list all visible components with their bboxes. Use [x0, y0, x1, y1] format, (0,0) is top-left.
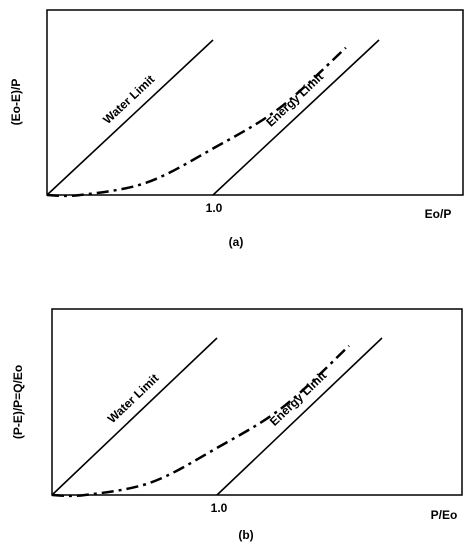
panel-a: (Eo-E)/P Eo/P 1.0 (a) Water Limit Energy … [9, 9, 464, 249]
panel-b-label: (b) [238, 528, 253, 542]
panel-a-dash-dot-curve-line [46, 46, 347, 198]
panel-a-frame [46, 9, 464, 196]
panel-a-energy-limit-line [212, 39, 380, 196]
panel-b-dash-dot-curve-line [51, 344, 350, 498]
panel-b-energy-limit-line [216, 337, 383, 496]
panel-a-energy-limit-label: Energy Limit [263, 70, 326, 130]
panel-b-xlabel: P/Eo [431, 508, 458, 522]
panel-b-xtick-1: 1.0 [211, 501, 228, 515]
panel-a-xlabel: Eo/P [425, 207, 452, 221]
panel-a-xtick-1: 1.0 [206, 201, 223, 215]
panel-a-label: (a) [229, 235, 244, 249]
panel-b: (P-E)/P=Q/Eo P/Eo 1.0 (b) Water Limit Ene… [11, 308, 463, 542]
panel-b-energy-limit-label: Energy Limit [267, 368, 329, 428]
panel-b-frame [51, 308, 463, 496]
panel-a-ylabel: (Eo-E)/P [9, 79, 23, 126]
panel-a-water-limit-line [46, 39, 214, 196]
panel-b-water-limit-line [51, 337, 218, 496]
panel-b-plot: Water Limit Energy Limit [51, 337, 383, 498]
panel-b-ylabel: (P-E)/P=Q/Eo [11, 365, 25, 439]
panel-a-plot: Water Limit Energy Limit [46, 39, 380, 198]
